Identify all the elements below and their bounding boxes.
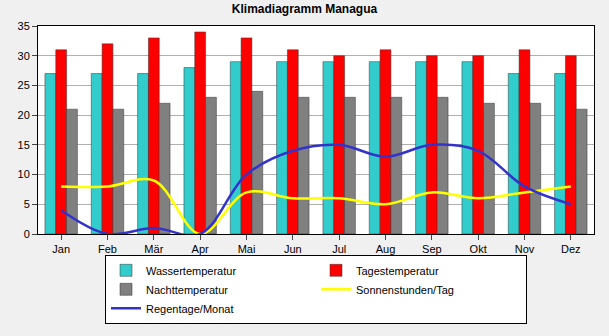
svg-text:10: 10 bbox=[18, 168, 30, 180]
svg-text:15: 15 bbox=[18, 139, 30, 151]
svg-text:Jul: Jul bbox=[332, 243, 346, 255]
svg-text:Wassertemperatur: Wassertemperatur bbox=[146, 265, 236, 277]
svg-text:Mär: Mär bbox=[144, 243, 163, 255]
svg-text:Regentage/Monat: Regentage/Monat bbox=[146, 303, 233, 315]
svg-text:Nov: Nov bbox=[515, 243, 535, 255]
svg-text:Sep: Sep bbox=[422, 243, 442, 255]
svg-text:Nachttemperatur: Nachttemperatur bbox=[146, 284, 228, 296]
svg-text:Apr: Apr bbox=[192, 243, 209, 255]
svg-text:20: 20 bbox=[18, 109, 30, 121]
svg-text:5: 5 bbox=[24, 198, 30, 210]
svg-text:Aug: Aug bbox=[376, 243, 396, 255]
svg-text:0: 0 bbox=[24, 228, 30, 240]
svg-text:Jun: Jun bbox=[284, 243, 302, 255]
svg-text:Okt: Okt bbox=[470, 243, 487, 255]
svg-text:Dez: Dez bbox=[561, 243, 581, 255]
svg-text:25: 25 bbox=[18, 79, 30, 91]
svg-text:Mai: Mai bbox=[238, 243, 256, 255]
svg-text:30: 30 bbox=[18, 50, 30, 62]
svg-text:Feb: Feb bbox=[98, 243, 117, 255]
svg-text:Sonnenstunden/Tag: Sonnenstunden/Tag bbox=[356, 284, 454, 296]
svg-text:Tagestemperatur: Tagestemperatur bbox=[356, 265, 439, 277]
svg-text:Klimadiagramm Managua: Klimadiagramm Managua bbox=[232, 2, 378, 16]
svg-text:Jan: Jan bbox=[52, 243, 70, 255]
svg-text:35: 35 bbox=[18, 20, 30, 32]
